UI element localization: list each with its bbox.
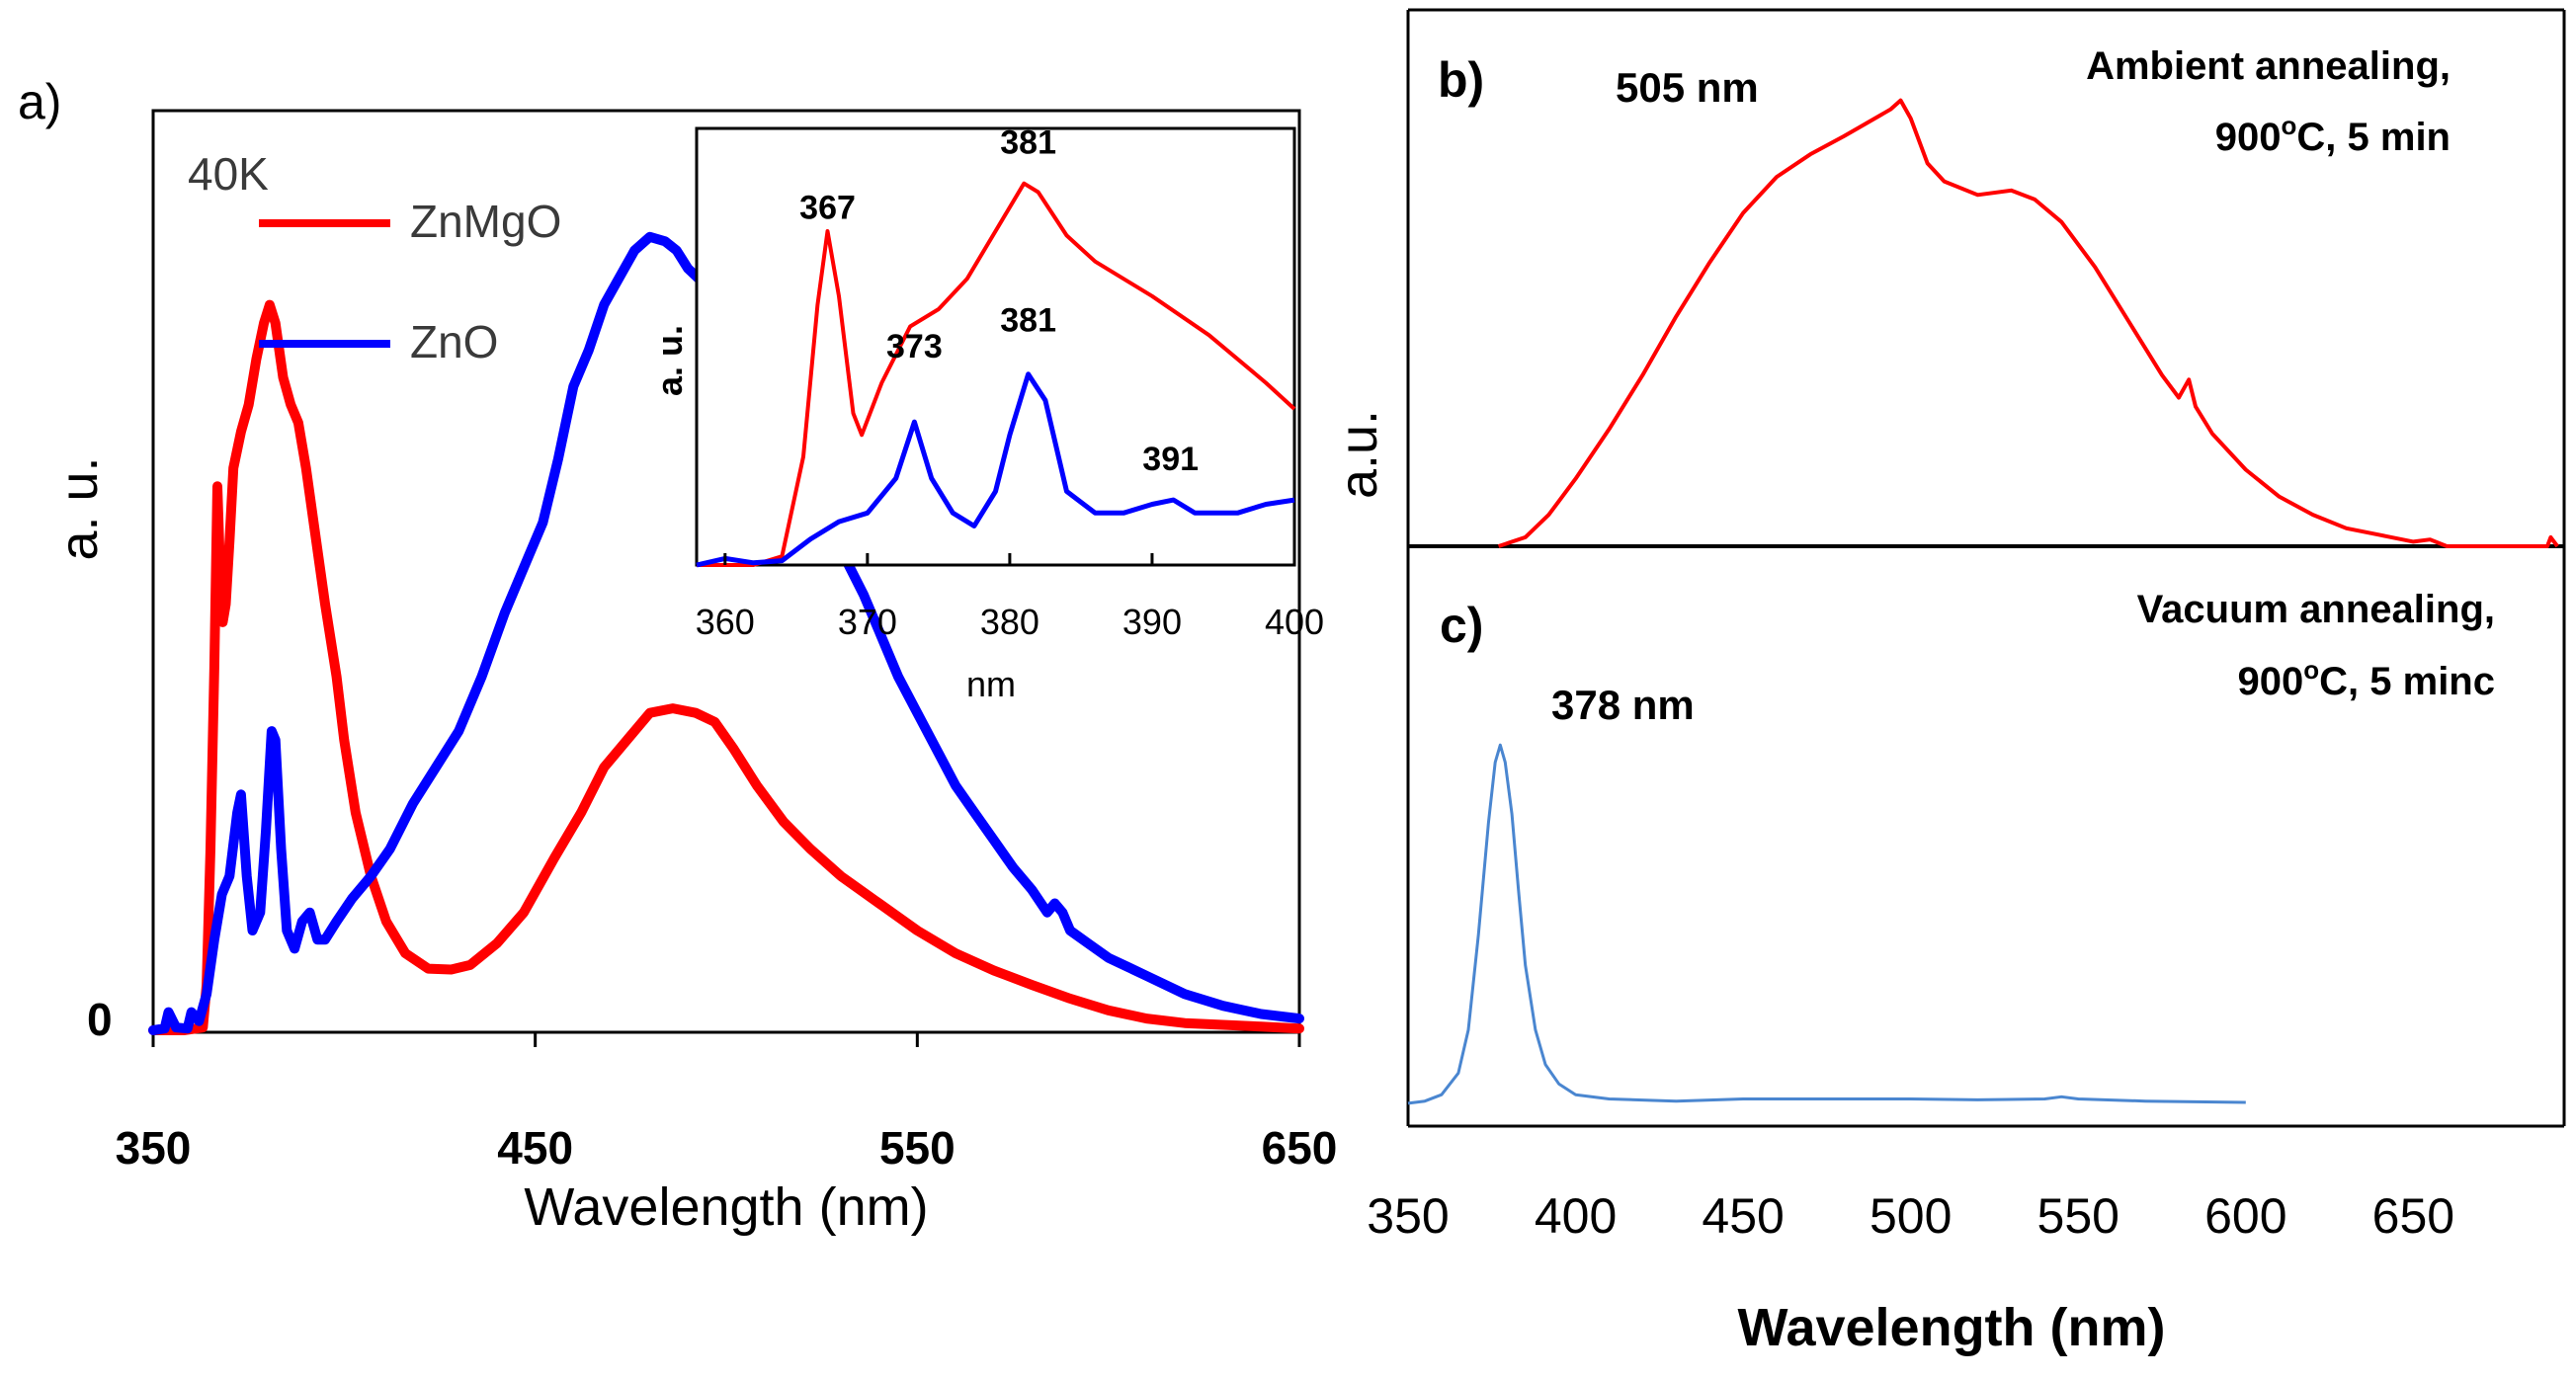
panel-c-x-tick-labels: 350 400 450 500 550 600 650	[1367, 1188, 2454, 1244]
panel-c-x-tick-label: 650	[2372, 1188, 2454, 1244]
legend-zn-mg-o-label: ZnMgO	[410, 196, 561, 247]
panel-c-peak-label: 378 nm	[1551, 682, 1695, 728]
inset-peak-label-367: 367	[799, 190, 856, 227]
inset-peak-label-381-zn-mg-o: 381	[1000, 124, 1056, 162]
ambient-annealing-curve	[1497, 98, 2559, 548]
panel-c-annotation-line-2: 900oC, 5 minc	[2238, 655, 2495, 703]
panel-a: a) 350 450 550 650 0 a. u. Wavelength (nm) …	[18, 74, 1337, 1237]
inset-ylabel: a. u.	[649, 325, 690, 396]
panel-a-x-tick-label: 550	[879, 1122, 956, 1174]
panel-a-axis-ticks: 350 450 550 650	[116, 1030, 1338, 1174]
panel-a-x-tick-label: 450	[497, 1122, 573, 1174]
panel-b-label: b)	[1438, 52, 1484, 108]
panel-c-x-tick-label: 500	[1870, 1188, 1952, 1244]
inset-zn-mg-o-curve	[697, 181, 1296, 567]
inset-peak-label-381-zn-o: 381	[1000, 302, 1056, 340]
panel-c-x-tick-label: 450	[1702, 1188, 1784, 1244]
panel-b-annotation-line-2: 900oC, 5 min	[2215, 111, 2451, 159]
inset-x-tick-label: 390	[1122, 602, 1182, 642]
legend-zn-o-label: ZnO	[410, 316, 498, 367]
inset-x-tick-label: 360	[696, 602, 755, 642]
panel-a-temperature-label: 40K	[188, 148, 269, 200]
zn-o-curve	[148, 231, 1304, 1035]
panel-b: b) a.u. 505 nm Ambient annealing, 900oC,…	[1329, 8, 2566, 1128]
panel-a-label: a)	[18, 74, 61, 129]
panel-a-y-tick-0: 0	[87, 994, 113, 1045]
panel-c-x-tick-label: 600	[2204, 1188, 2286, 1244]
vacuum-annealing-curve	[1407, 743, 2246, 1105]
panel-c-x-tick-label: 350	[1367, 1188, 1449, 1244]
inset-xlabel: nm	[966, 664, 1016, 704]
panel-a-x-tick-label: 350	[116, 1122, 192, 1174]
panel-c-xlabel: Wavelength (nm)	[1737, 1298, 2165, 1357]
inset-x-tick-label: 400	[1265, 602, 1324, 642]
panel-a-ylabel: a. u.	[49, 456, 109, 560]
inset-x-tick-label: 370	[838, 602, 897, 642]
panel-c-annotation-line-1: Vacuum annealing,	[2137, 588, 2495, 631]
inset-zn-o-curve	[696, 371, 1295, 568]
panel-b-ylabel: a.u.	[1329, 410, 1388, 499]
panel-a-xlabel: Wavelength (nm)	[524, 1177, 928, 1237]
inset-frame	[695, 126, 1296, 567]
inset-peak-label-373: 373	[886, 328, 943, 365]
panel-b-peak-label: 505 nm	[1616, 64, 1759, 111]
panel-c: c) 378 nm Vacuum annealing, 900oC, 5 min…	[1367, 588, 2495, 1357]
zn-mg-o-curve	[148, 299, 1304, 1035]
panel-c-label: c)	[1440, 598, 1483, 653]
inset-peak-label-391: 391	[1142, 441, 1199, 478]
panel-b-annotation-line-1: Ambient annealing,	[2086, 44, 2451, 88]
panel-a-legend: ZnMgO ZnO	[259, 196, 561, 367]
inset-axis-ticks: 360 370 380 390 400	[696, 553, 1324, 642]
panel-c-x-tick-label: 550	[2037, 1188, 2119, 1244]
inset: 360 370 380 390 400 a. u. nm 367 381 373 381…	[649, 124, 1324, 704]
panel-a-x-tick-label: 650	[1262, 1122, 1338, 1174]
panel-c-x-tick-label: 400	[1535, 1188, 1617, 1244]
inset-x-tick-label: 380	[980, 602, 1039, 642]
